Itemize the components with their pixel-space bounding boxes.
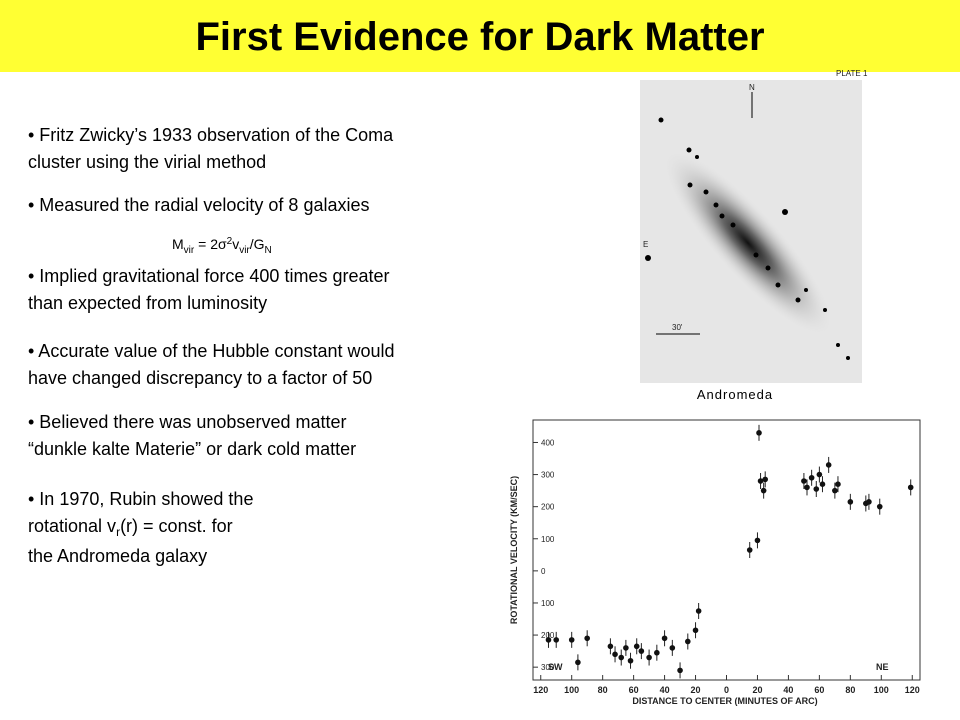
- data-point: [762, 476, 768, 483]
- plate-label: PLATE 1: [836, 69, 868, 78]
- data-point: [692, 627, 699, 634]
- x-tick-label: 20: [752, 685, 762, 695]
- data-point: [757, 478, 764, 484]
- y-axis-label: ROTATIONAL VELOCITY (KM/SEC): [509, 476, 519, 624]
- x-tick-label: 40: [783, 685, 793, 695]
- bullet-line: have changed discrepancy to a factor of …: [28, 368, 372, 388]
- x-tick-label: 0: [724, 685, 729, 695]
- x-tick-label: 120: [533, 685, 548, 695]
- data-point: [866, 499, 872, 505]
- data-point: [832, 487, 838, 494]
- data-point: [633, 643, 640, 650]
- x-tick-label: 120: [905, 685, 920, 695]
- y-tick-label: 300: [541, 663, 555, 672]
- bullet-line: • Accurate value of the Hubble constant …: [28, 341, 395, 361]
- y-tick-label: 100: [541, 599, 555, 608]
- rubin-line: rotational vr(r) = const. for: [28, 516, 233, 539]
- x-tick-label: 40: [660, 685, 670, 695]
- data-point: [754, 537, 761, 544]
- data-point: [804, 484, 810, 491]
- scale-label: 30': [672, 323, 683, 332]
- data-point: [825, 462, 832, 468]
- x-tick-label: 100: [564, 685, 579, 695]
- bullet-line: • Implied gravitational force 400 times …: [28, 266, 389, 286]
- data-point: [646, 654, 652, 661]
- x-axis-label: DISTANCE TO CENTER (MINUTES OF ARC): [632, 696, 817, 706]
- bullet-line: than expected from luminosity: [28, 293, 267, 313]
- y-tick-label: 100: [541, 535, 555, 544]
- data-point: [685, 638, 691, 645]
- data-point: [907, 484, 914, 491]
- data-point: [847, 499, 854, 505]
- x-tick-label: 20: [691, 685, 701, 695]
- rubin-line: the Andromeda galaxy: [28, 546, 207, 566]
- data-point: [584, 635, 590, 642]
- bullet-line: • Measured the radial velocity of 8 gala…: [28, 195, 369, 215]
- data-point: [638, 648, 645, 654]
- data-point: [607, 643, 614, 650]
- data-point: [801, 478, 807, 484]
- plot-frame: [532, 419, 921, 681]
- data-point: [575, 659, 581, 666]
- data-point: [813, 486, 820, 492]
- y-tick-label: 300: [541, 471, 555, 480]
- y-tick-label: 0: [541, 567, 546, 576]
- data-point: [876, 503, 883, 510]
- data-point: [756, 430, 762, 436]
- data-point: [623, 645, 629, 651]
- x-tick-label: 100: [874, 685, 889, 695]
- data-point: [618, 654, 625, 661]
- x-tick-label: 60: [629, 685, 639, 695]
- y-tick-label: 400: [541, 438, 555, 447]
- data-point: [835, 481, 841, 487]
- data-point: [695, 608, 702, 614]
- data-point: [612, 651, 618, 658]
- title-bar: [0, 0, 960, 72]
- slide-title: First Evidence for Dark Matter: [195, 15, 764, 59]
- data-point: [808, 474, 815, 481]
- data-point: [669, 645, 676, 651]
- bullet-line: “dunkle kalte Materie” or dark cold matt…: [28, 439, 356, 459]
- y-tick-label: 200: [541, 631, 555, 640]
- bullet-line: • Fritz Zwicky’s 1933 observation of the…: [28, 125, 394, 145]
- north-label: N: [749, 83, 755, 92]
- y-tick-label: 200: [541, 503, 555, 512]
- data-point: [568, 637, 575, 643]
- data-point: [746, 547, 753, 553]
- image-caption: Andromeda: [697, 387, 773, 402]
- bullet-line: cluster using the virial method: [28, 152, 266, 172]
- galaxy-image: PLATE 1 N E 30': [640, 69, 868, 383]
- sw-label: SW: [548, 662, 563, 672]
- data-point: [661, 635, 668, 642]
- data-point: [677, 667, 683, 674]
- data-point: [627, 657, 634, 664]
- data-point: [553, 637, 560, 643]
- x-tick-label: 80: [598, 685, 608, 695]
- data-point: [545, 637, 552, 643]
- rubin-line: • In 1970, Rubin showed the: [28, 489, 253, 509]
- x-tick-label: 60: [814, 685, 824, 695]
- formula: Mvir = 2σ2vvir/GN: [172, 236, 272, 256]
- data-point: [760, 487, 767, 494]
- data-point: [654, 649, 660, 656]
- data-point: [819, 481, 826, 487]
- bullet-line: • Believed there was unobserved matter: [28, 412, 346, 432]
- data-point: [816, 471, 823, 478]
- x-tick-label: 80: [845, 685, 855, 695]
- east-label: E: [643, 240, 648, 249]
- ne-label: NE: [876, 662, 889, 672]
